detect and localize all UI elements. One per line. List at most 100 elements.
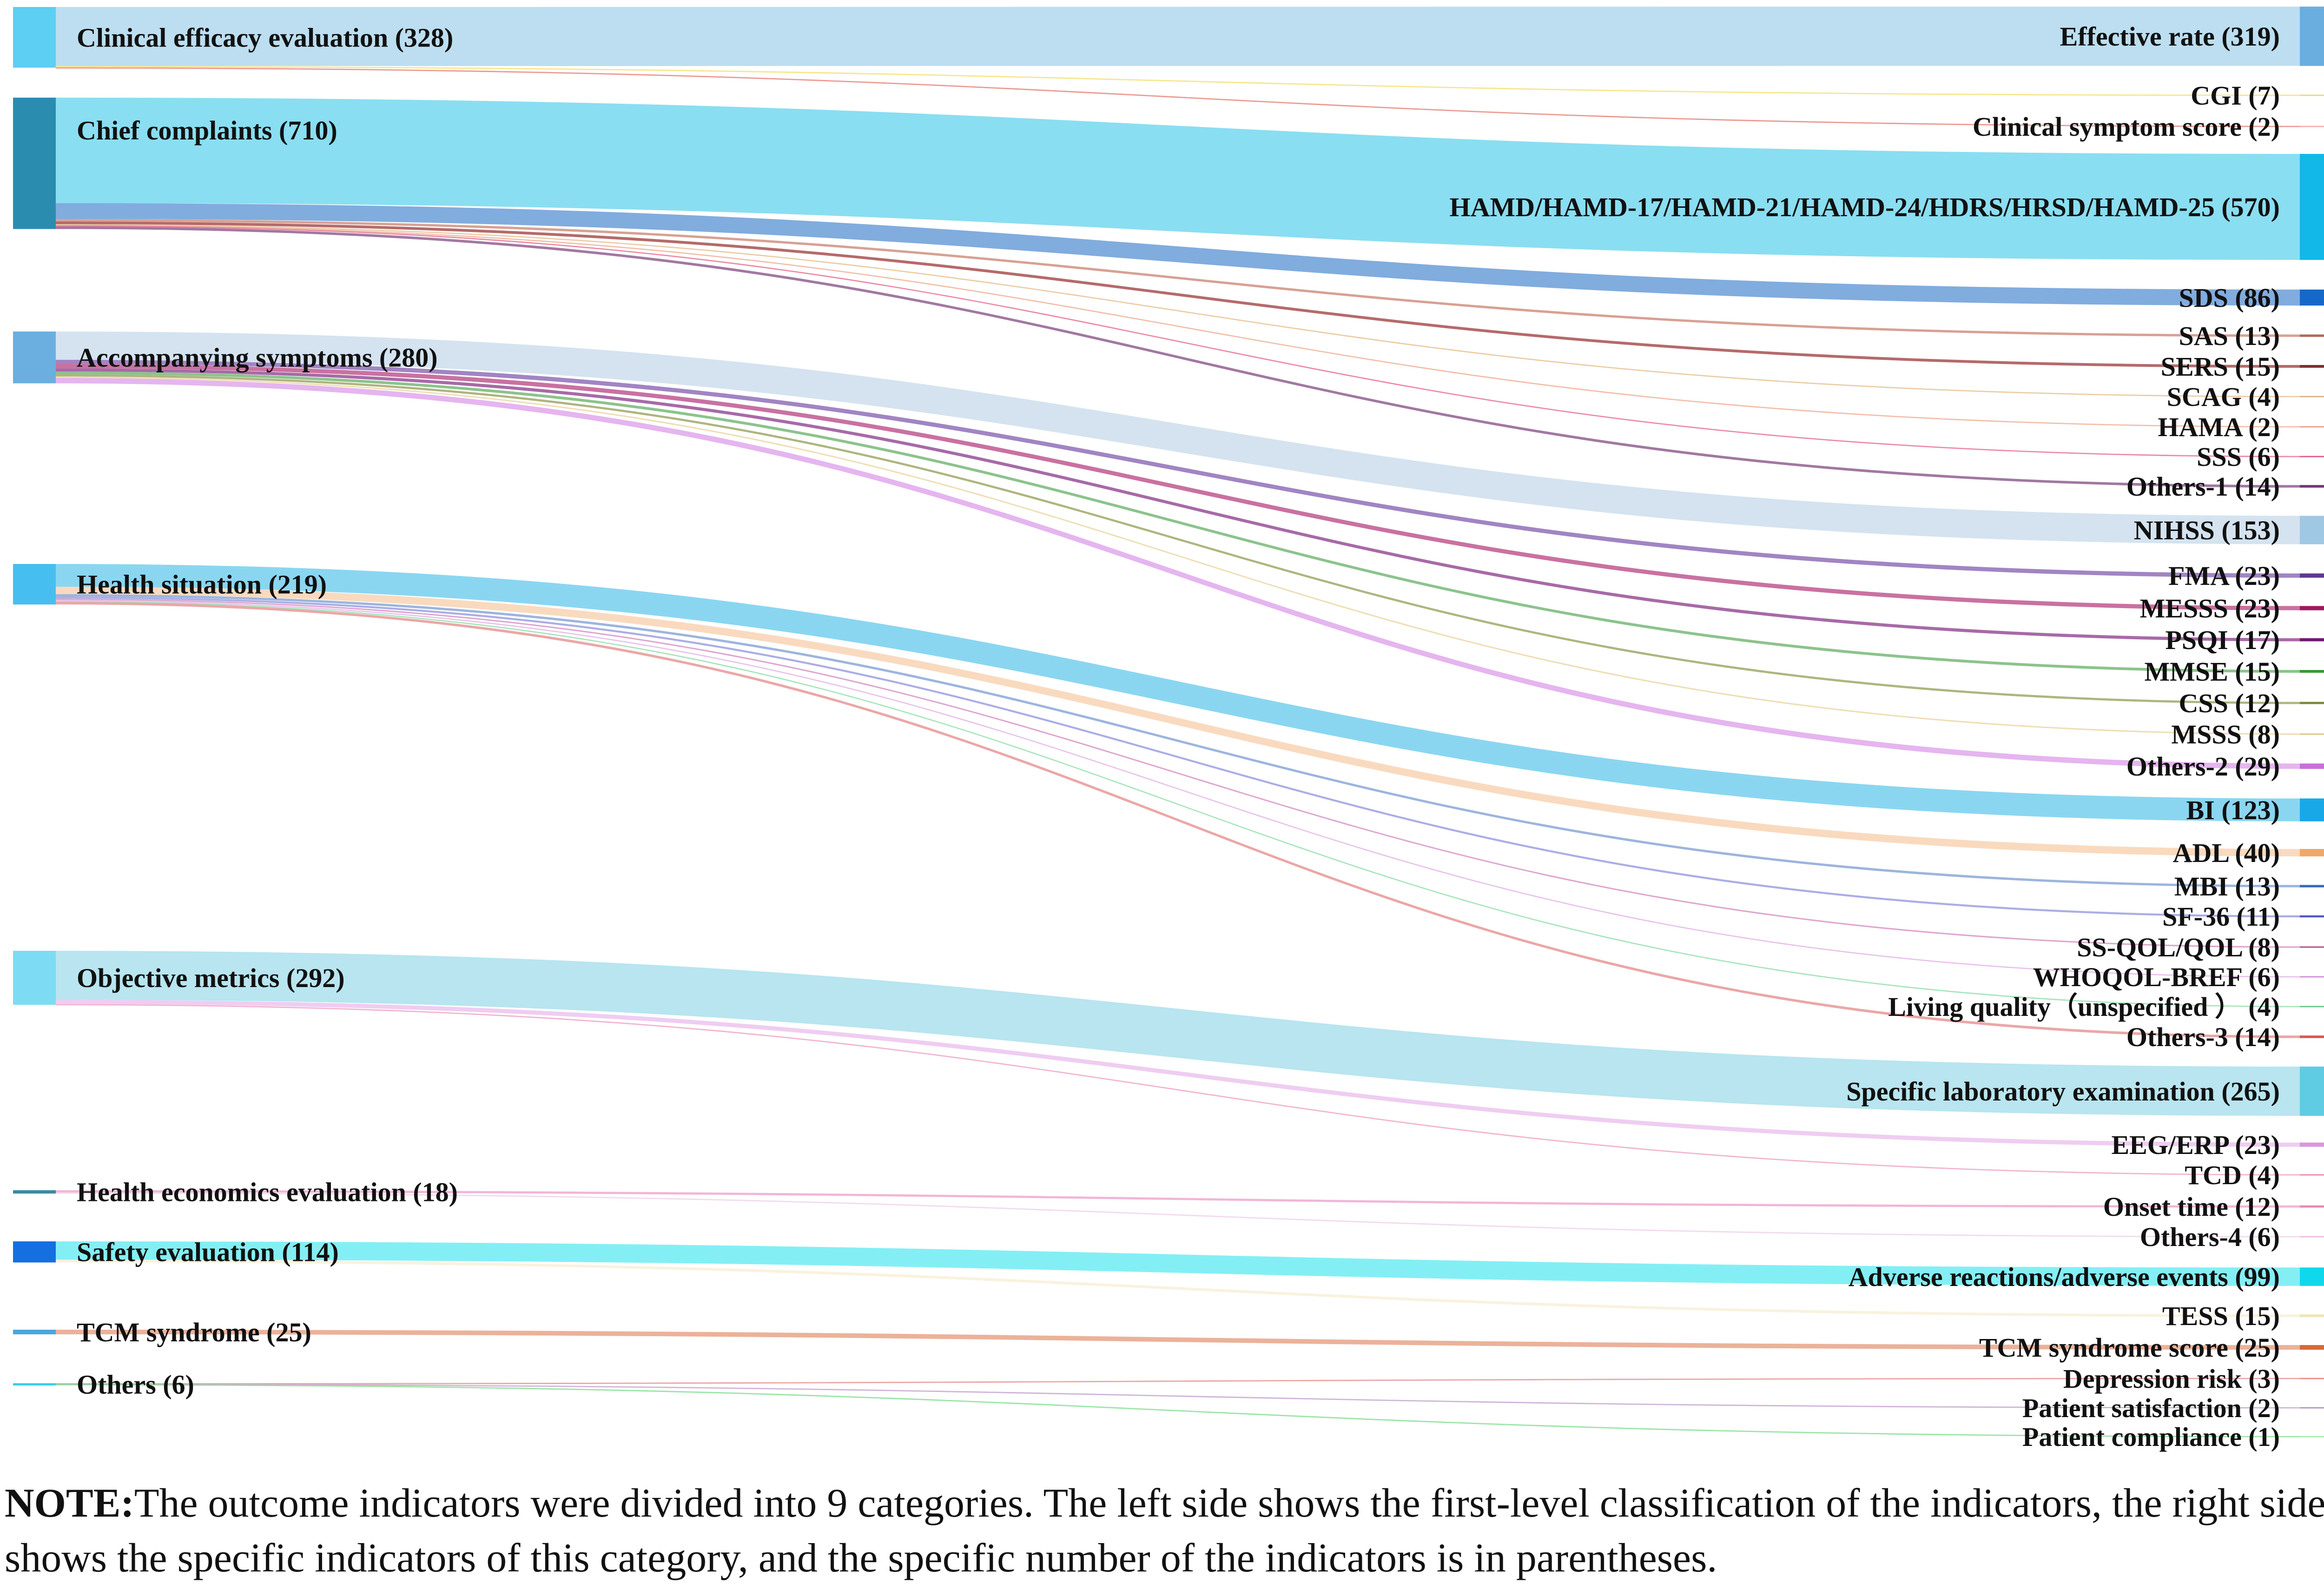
flow-scag-4: [56, 224, 2300, 398]
sankey-diagram: Clinical efficacy evaluation (328) Chief …: [13, 7, 2324, 1452]
flow-sss-6: [56, 225, 2300, 457]
right-node-bar-clinical-symptom-score-2: [2300, 126, 2324, 127]
note-text: The outcome indicators were divided into…: [5, 1481, 2324, 1581]
right-node-label-sf-36-11: SF-36 (11): [2162, 902, 2280, 932]
flow-living-quality-unspecified-4: [56, 601, 2300, 1008]
right-node-bar-adverse-reactions-adverse-events-99: [2300, 1267, 2324, 1286]
right-node-label-tess-15: TESS (15): [2162, 1301, 2280, 1331]
right-node-bar-tess-15: [2300, 1314, 2324, 1317]
right-node-bar-sas-13: [2300, 334, 2324, 337]
right-node-label-adverse-reactions-adverse-events-99: Adverse reactions/adverse events (99): [1849, 1262, 2280, 1292]
left-node-label-chief-complaints-710: Chief complaints (710): [77, 115, 337, 146]
right-node-bar-tcm-syndrome-score-25: [2300, 1345, 2324, 1350]
left-node-bar-health-situation-219: [13, 564, 56, 605]
right-node-bar-specific-laboratory-examination-265: [2300, 1067, 2324, 1116]
right-node-label-specific-laboratory-examination-265: Specific laboratory examination (265): [1846, 1076, 2280, 1107]
right-node-label-depression-risk-3: Depression risk (3): [2063, 1364, 2280, 1394]
flow-sds-86: [56, 203, 2300, 306]
right-node-label-others-4-6: Others-4 (6): [2140, 1222, 2280, 1252]
flow-others-2-29: [56, 378, 2300, 769]
flow-cgi-7: [56, 66, 2300, 96]
right-node-bar-others-4-6: [2300, 1236, 2324, 1238]
sankey-links: [56, 7, 2300, 1438]
flow-others-3-14: [56, 602, 2300, 1038]
left-node-bar-health-economics-evaluation-18: [13, 1190, 56, 1194]
right-node-bar-depression-risk-3: [2300, 1378, 2324, 1379]
right-node-bar-eeg-erp-23: [2300, 1142, 2324, 1147]
right-node-bar-fma-23: [2300, 573, 2324, 578]
right-node-label-adl-40: ADL (40): [2173, 838, 2280, 868]
flow-sers-15: [56, 221, 2300, 368]
right-node-bar-mmse-15: [2300, 670, 2324, 673]
note-prefix: NOTE:: [5, 1481, 134, 1526]
right-node-bar-patient-satisfaction-2: [2300, 1407, 2324, 1409]
right-node-bar-hamd-hamd-17-hamd-21-hamd-24-hdrs-hrsd-hamd-25-570: [2300, 154, 2324, 260]
right-node-bar-sers-15: [2300, 365, 2324, 368]
right-node-label-sas-13: SAS (13): [2179, 321, 2280, 351]
flow-psqi-17: [56, 368, 2300, 642]
flow-clinical-symptom-score-2: [56, 67, 2300, 127]
right-node-bar-messs-23: [2300, 606, 2324, 610]
flow-bi-123: [56, 564, 2300, 822]
flow-hamd-hamd-17-hamd-21-hamd-24-hdrs-hrsd-hamd-25-570: [56, 98, 2300, 260]
left-node-bar-objective-metrics-292: [13, 951, 56, 1005]
left-node-label-health-economics-evaluation-18: Health economics evaluation (18): [77, 1177, 458, 1207]
flow-patient-compliance-1: [56, 1384, 2300, 1438]
right-node-label-ss-qol-qol-8: SS-QOL/QOL (8): [2077, 932, 2280, 962]
left-node-bar-tcm-syndrome-25: [13, 1330, 56, 1334]
right-node-label-mbi-13: MBI (13): [2174, 871, 2280, 902]
flow-others-4-6: [56, 1192, 2300, 1238]
flow-whoqol-bref-6: [56, 600, 2300, 978]
footnote: NOTE:The outcome indicators were divided…: [5, 1476, 2324, 1586]
right-node-bar-cgi-7: [2300, 94, 2324, 96]
flow-specific-laboratory-examination-265: [56, 951, 2300, 1116]
right-node-bar-nihss-153: [2300, 516, 2324, 544]
right-node-label-whoqol-bref-6: WHOQOL-BREF (6): [2033, 962, 2280, 992]
left-node-bar-others-6: [13, 1383, 56, 1385]
flow-sas-13: [56, 219, 2300, 337]
right-node-label-fma-23: FMA (23): [2168, 561, 2280, 591]
right-node-label-patient-satisfaction-2: Patient satisfaction (2): [2022, 1393, 2280, 1423]
right-node-label-others-1-14: Others-1 (14): [2126, 471, 2280, 502]
right-node-label-messs-23: MESSS (23): [2140, 593, 2280, 623]
left-node-label-objective-metrics-292: Objective metrics (292): [77, 963, 345, 993]
right-node-label-living-quality-unspecified-4: Living quality（unspecified ） (4): [1888, 992, 2280, 1022]
right-node-label-effective-rate-319: Effective rate (319): [2060, 21, 2280, 52]
flow-adl-40: [56, 586, 2300, 856]
right-node-label-onset-time-12: Onset time (12): [2103, 1192, 2280, 1222]
right-node-bar-onset-time-12: [2300, 1205, 2324, 1208]
right-node-label-tcd-4: TCD (4): [2185, 1160, 2280, 1190]
right-node-bar-others-3-14: [2300, 1035, 2324, 1038]
right-node-bar-others-2-29: [2300, 763, 2324, 769]
right-node-bar-msss-8: [2300, 733, 2324, 735]
left-node-label-health-situation-219: Health situation (219): [77, 570, 327, 600]
right-node-bar-ss-qol-qol-8: [2300, 946, 2324, 948]
sankey-node-bars: [13, 7, 2324, 1438]
right-node-bar-patient-compliance-1: [2300, 1436, 2324, 1438]
right-node-bar-effective-rate-319: [2300, 7, 2324, 66]
left-node-bar-safety-evaluation-114: [13, 1241, 56, 1263]
right-node-label-css-12: CSS (12): [2179, 688, 2280, 718]
right-node-label-others-2-29: Others-2 (29): [2126, 751, 2280, 782]
right-node-bar-bi-123: [2300, 798, 2324, 822]
left-node-label-safety-evaluation-114: Safety evaluation (114): [77, 1237, 339, 1267]
flow-adverse-reactions-adverse-events-99: [56, 1241, 2300, 1286]
right-node-bar-scag-4: [2300, 396, 2324, 398]
flow-msss-8: [56, 376, 2300, 735]
right-node-label-mmse-15: MMSE (15): [2144, 656, 2280, 687]
right-node-label-sss-6: SSS (6): [2197, 442, 2280, 472]
flow-tcm-syndrome-score-25: [56, 1330, 2300, 1350]
right-node-label-cgi-7: CGI (7): [2191, 80, 2280, 111]
right-node-label-psqi-17: PSQI (17): [2166, 625, 2280, 655]
flow-eeg-erp-23: [56, 1000, 2300, 1147]
right-node-bar-psqi-17: [2300, 638, 2324, 642]
left-node-label-accompanying-symptoms-280: Accompanying symptoms (280): [77, 343, 438, 373]
right-node-bar-adl-40: [2300, 849, 2324, 856]
right-node-label-sds-86: SDS (86): [2179, 283, 2280, 313]
flow-css-12: [56, 374, 2300, 704]
left-node-bar-chief-complaints-710: [13, 98, 56, 229]
flow-others-1-14: [56, 226, 2300, 488]
sankey-node-labels: Clinical efficacy evaluation (328) Chief …: [77, 21, 2280, 1452]
right-node-bar-hama-2: [2300, 426, 2324, 428]
flow-nihss-153: [56, 331, 2300, 544]
